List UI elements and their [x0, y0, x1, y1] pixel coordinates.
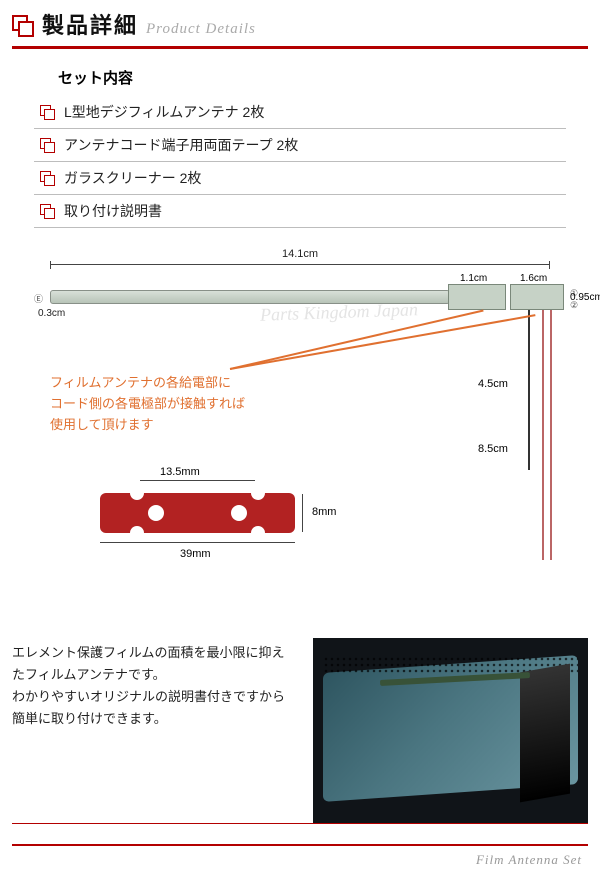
set-contents-list: L型地デジフィルムアンテナ 2枚 アンテナコード端子用両面テープ 2枚 ガラスク… [34, 96, 566, 228]
tape-shape [100, 493, 295, 533]
install-photo [313, 638, 588, 823]
dim-tape-inner-w: 13.5mm [160, 466, 200, 478]
pointer-line [230, 314, 536, 369]
dim-total-width: 14.1cm [282, 248, 318, 260]
callout-note: フィルムアンテナの各給電部に コード側の各電極部が接触すれば 使用して頂けます [50, 373, 245, 435]
square-bullet-icon [40, 105, 54, 119]
list-item-text: 取り付け説明書 [64, 201, 162, 221]
dim-drop1: 4.5cm [478, 378, 508, 390]
footer-rule-thin [12, 823, 588, 824]
dim-line [50, 264, 550, 265]
dim-line [140, 480, 255, 481]
dim-block2-w: 1.6cm [520, 273, 547, 284]
dim-line [302, 494, 303, 532]
dim-bar-h: 0.3cm [38, 308, 65, 319]
tape-notch [251, 526, 265, 540]
antenna-bar [50, 290, 450, 304]
subsection-heading: セット内容 [58, 67, 600, 88]
footer-label: Film Antenna Set [0, 848, 600, 868]
antenna-terminal-2 [510, 284, 564, 310]
tape-notch [251, 486, 265, 500]
square-bullet-icon [12, 15, 30, 33]
lead-line [542, 310, 544, 560]
desc-line: わかりやすいオリジナルの説明書付きですから簡単に取り付けできます。 [12, 686, 297, 730]
list-item: ガラスクリーナー 2枚 [34, 162, 566, 195]
list-item: L型地デジフィルムアンテナ 2枚 [34, 96, 566, 129]
dim-block-h: 0.95cm [570, 292, 600, 303]
title-jp: 製品詳細 [42, 8, 138, 40]
dim-block1-w: 1.1cm [460, 273, 487, 284]
description-row: エレメント保護フィルムの面積を最小限に抑えたフィルムアンテナです。 わかりやすい… [12, 638, 588, 823]
antenna-terminal-1 [448, 284, 506, 310]
tape-notch [130, 526, 144, 540]
list-item-text: アンテナコード端子用両面テープ 2枚 [64, 135, 298, 155]
note-line: コード側の各電極部が接触すれば [50, 394, 245, 415]
tape-hole [148, 505, 164, 521]
square-bullet-icon [40, 204, 54, 218]
dim-tape-h: 8mm [312, 506, 336, 518]
list-item-text: L型地デジフィルムアンテナ 2枚 [64, 102, 264, 122]
list-item: 取り付け説明書 [34, 195, 566, 228]
note-line: 使用して頂けます [50, 415, 245, 436]
desc-line: エレメント保護フィルムの面積を最小限に抑えたフィルムアンテナです。 [12, 642, 297, 686]
lead-line [550, 310, 552, 560]
description-text: エレメント保護フィルムの面積を最小限に抑えたフィルムアンテナです。 わかりやすい… [12, 638, 297, 730]
tape-notch [130, 486, 144, 500]
dimension-diagram: Parts Kingdom Japan 14.1cm Ⓔ ① ② 0.3cm 1… [30, 248, 570, 618]
square-bullet-icon [40, 138, 54, 152]
tape-hole [231, 505, 247, 521]
square-bullet-icon [40, 171, 54, 185]
dim-drop2: 8.5cm [478, 443, 508, 455]
dim-line [100, 542, 295, 543]
footer-rule-thick [12, 844, 588, 846]
lead-line [528, 310, 530, 470]
dim-tape-outer-w: 39mm [180, 548, 211, 560]
section-header: 製品詳細 Product Details [0, 0, 600, 44]
photo-pillar [520, 664, 570, 803]
note-line: フィルムアンテナの各給電部に [50, 373, 245, 394]
mark-e: Ⓔ [34, 292, 43, 305]
list-item: アンテナコード端子用両面テープ 2枚 [34, 129, 566, 162]
header-rule-thin [12, 48, 588, 49]
list-item-text: ガラスクリーナー 2枚 [64, 168, 201, 188]
title-en: Product Details [146, 21, 256, 38]
